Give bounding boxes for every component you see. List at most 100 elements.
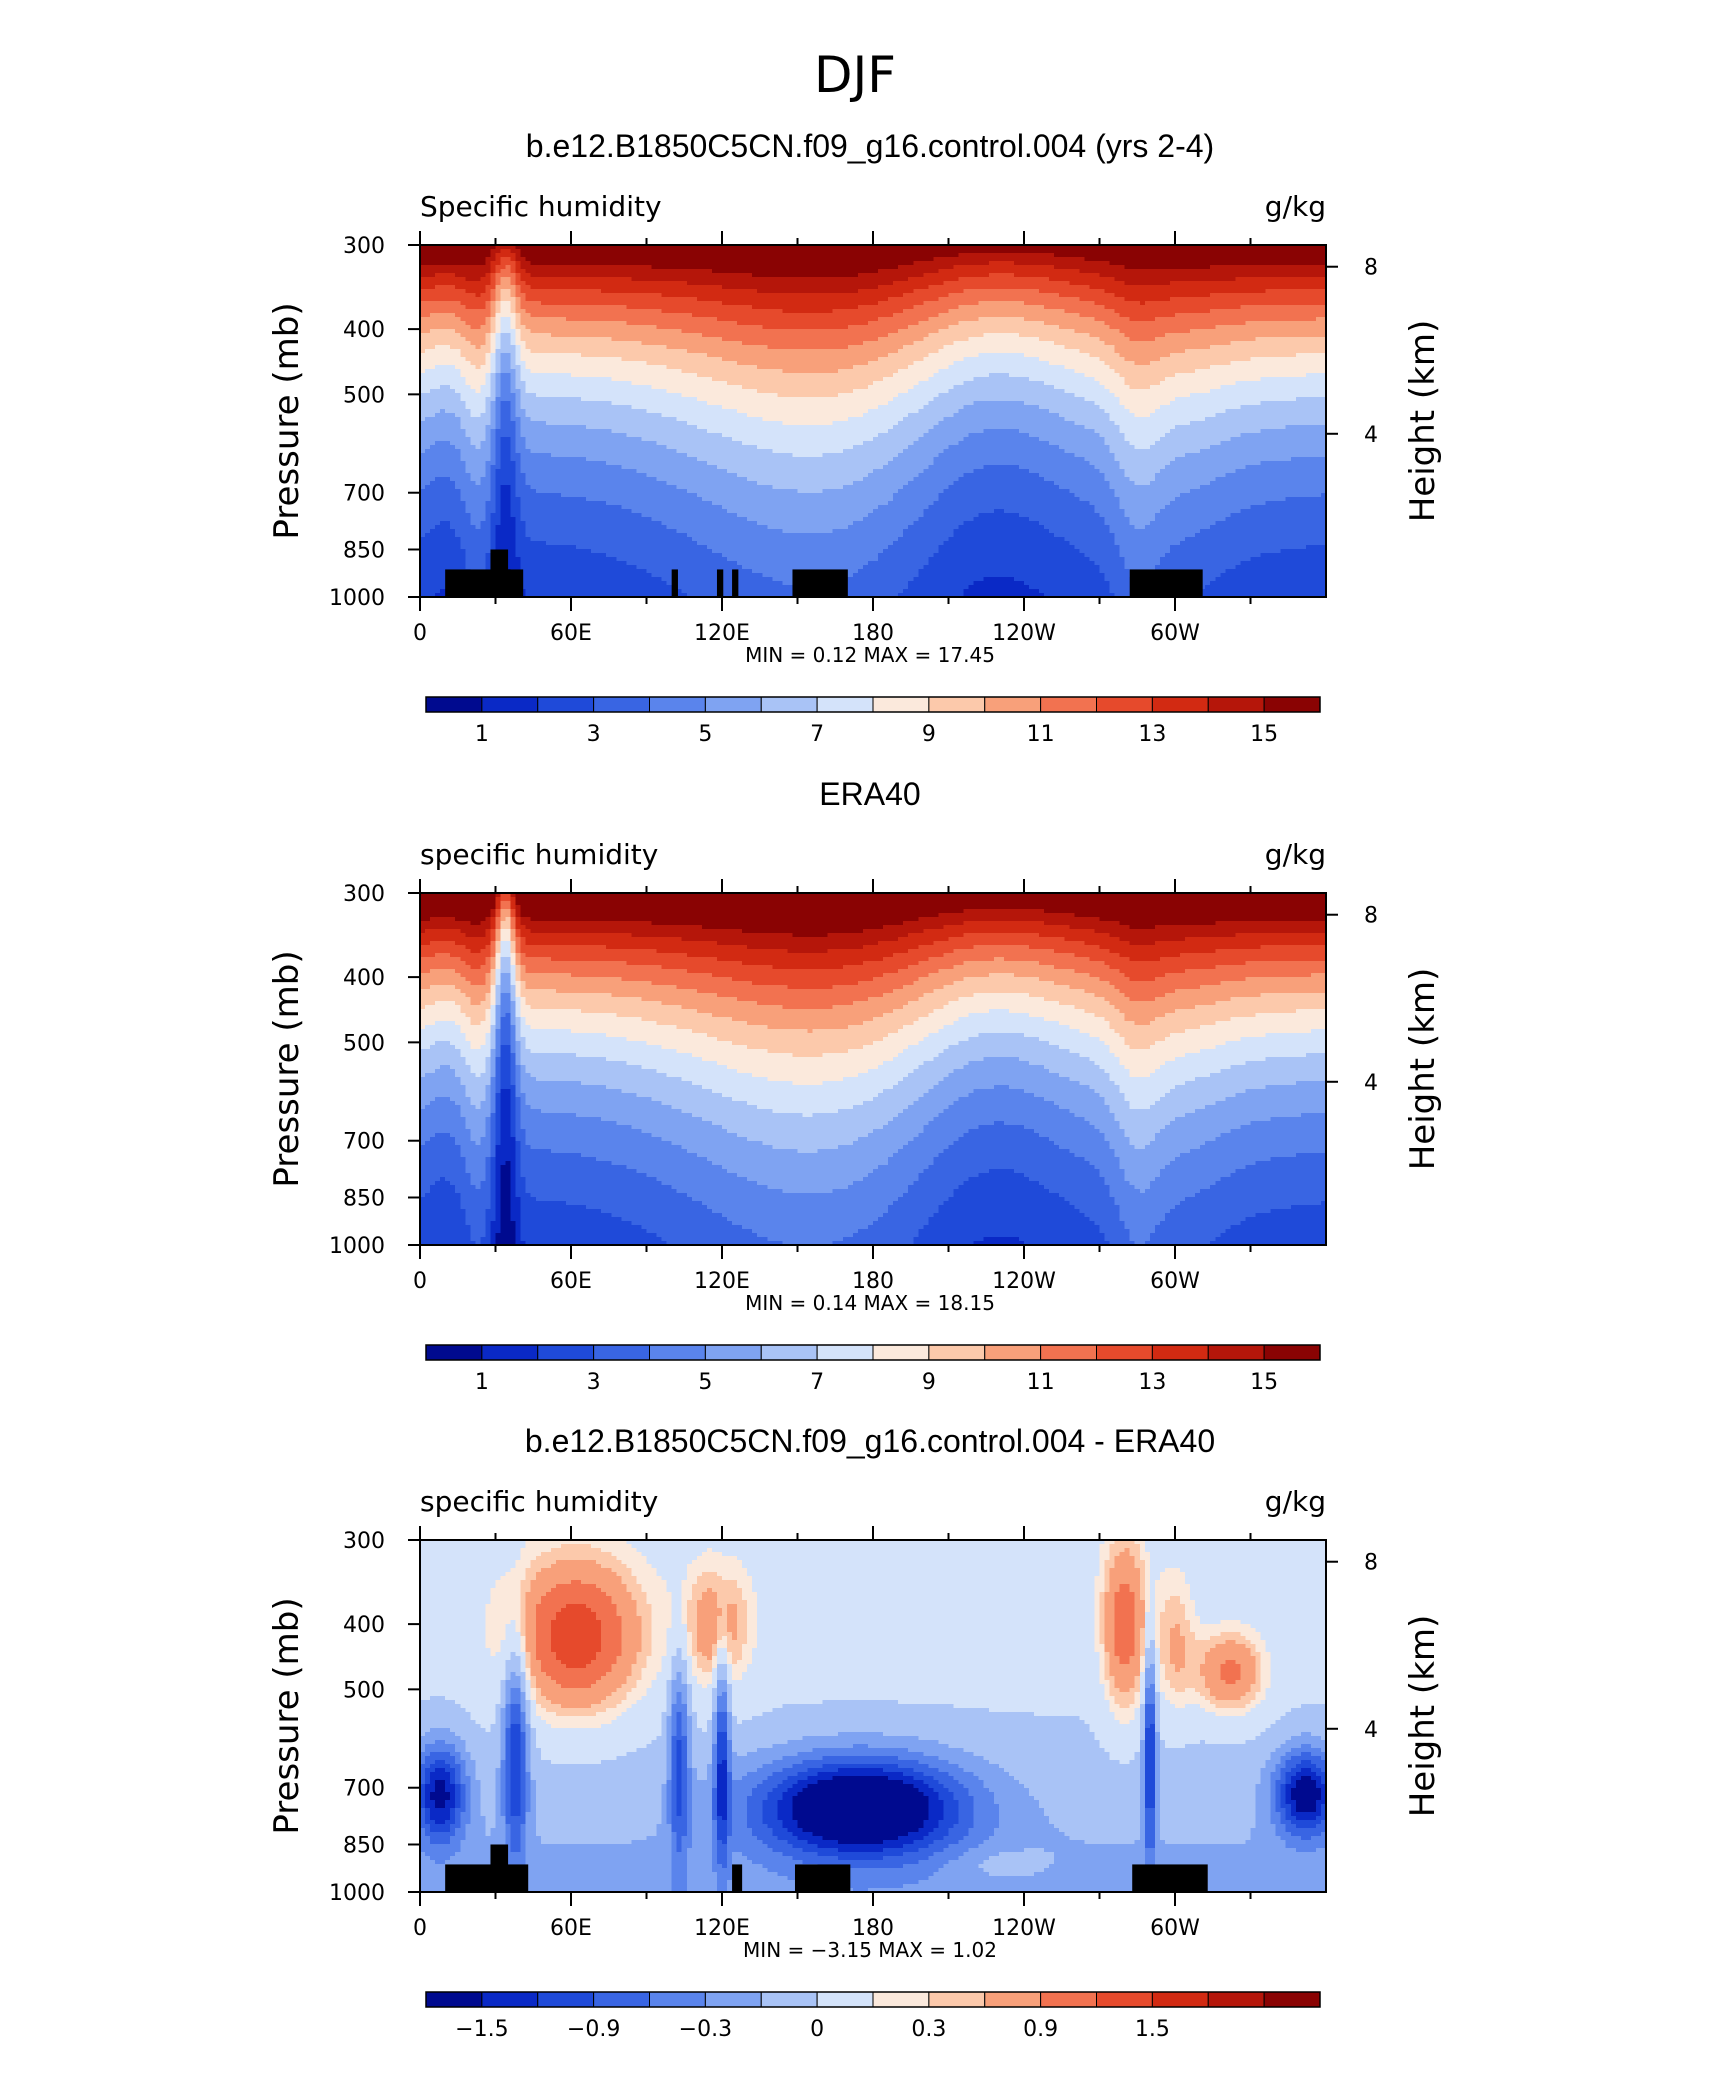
contour-cell xyxy=(565,305,572,322)
contour-cell xyxy=(983,993,990,1014)
contour-cell xyxy=(666,329,673,350)
contour-cell xyxy=(1124,925,1131,942)
contour-cell xyxy=(742,365,748,390)
contour-cell xyxy=(1054,913,1060,926)
contour-cell xyxy=(716,1065,723,1094)
contour-cell xyxy=(1159,357,1166,382)
contour-cell xyxy=(787,989,794,1010)
contour-cell xyxy=(993,893,1000,910)
contour-cell xyxy=(978,1241,985,1246)
contour-cell xyxy=(948,485,955,538)
contour-cell xyxy=(1039,381,1045,410)
contour-cell xyxy=(706,1089,713,1122)
contour-cell xyxy=(535,333,542,354)
contour-cell xyxy=(440,1001,446,1022)
contour-cell xyxy=(591,265,597,278)
contour-cell xyxy=(933,317,940,334)
contour-cell xyxy=(777,1005,783,1030)
contour-cell xyxy=(953,413,960,446)
contour-cell xyxy=(762,893,768,934)
contour-cell xyxy=(953,445,960,482)
contour-cell xyxy=(847,965,854,986)
contour-cell xyxy=(822,1149,829,1194)
contour-cell xyxy=(611,341,617,358)
contour-cell xyxy=(1310,893,1317,922)
contour-cell xyxy=(490,289,497,302)
contour-cell xyxy=(480,265,487,278)
contour-cell xyxy=(545,945,552,958)
contour-cell xyxy=(988,245,995,254)
contour-cell xyxy=(762,525,768,578)
contour-cell xyxy=(1154,1101,1161,1134)
contour-cell xyxy=(656,965,663,986)
contour-cell xyxy=(923,261,929,274)
contour-cell xyxy=(1084,261,1091,274)
contour-cell xyxy=(1275,245,1282,266)
contour-cell xyxy=(435,1021,441,1042)
contour-cell xyxy=(772,529,778,582)
contour-cell xyxy=(601,461,607,502)
contour-cell xyxy=(455,489,461,538)
contour-cell xyxy=(621,341,627,362)
contour-cell xyxy=(928,1089,934,1122)
contour-cell xyxy=(953,293,960,310)
contour-cell xyxy=(1280,921,1287,934)
contour-cell xyxy=(616,405,622,434)
contour-cell xyxy=(681,969,688,990)
contour-cell xyxy=(1079,257,1085,274)
contour-cell xyxy=(1064,985,1070,1006)
contour-cell xyxy=(1144,245,1151,270)
contour-cell xyxy=(420,333,426,354)
contour-cell xyxy=(1074,941,1080,958)
contour-cell xyxy=(686,373,693,398)
contour-cell xyxy=(656,521,663,578)
contour-cell xyxy=(470,389,476,418)
contour-cell xyxy=(978,961,985,978)
contour-cell xyxy=(862,325,869,342)
contour-cell xyxy=(1320,277,1327,290)
contour-cell xyxy=(857,1137,864,1182)
contour-cell xyxy=(873,273,879,290)
contour-cell xyxy=(435,273,441,286)
contour-cell xyxy=(535,1109,542,1150)
contour-cell xyxy=(938,1153,945,1206)
contour-cell xyxy=(948,953,955,970)
contour-cell xyxy=(515,997,522,1018)
contour-cell xyxy=(883,377,889,406)
contour-cell xyxy=(495,1233,502,1246)
contour-cell xyxy=(636,1225,643,1246)
contour-cell xyxy=(465,341,471,362)
contour-cell xyxy=(873,321,879,342)
contour-cell xyxy=(510,953,517,966)
contour-cell xyxy=(1295,305,1302,322)
contour-cell xyxy=(686,925,693,942)
contour-cell xyxy=(993,261,1000,274)
contour-cell xyxy=(425,289,431,302)
contour-cell xyxy=(722,893,728,930)
contour-cell xyxy=(812,533,819,586)
contour-cell xyxy=(1054,969,1060,986)
contour-cell xyxy=(1003,245,1010,254)
contour-cell xyxy=(923,929,929,946)
land-mask xyxy=(792,569,848,597)
contour-cell xyxy=(817,937,824,954)
contour-cell xyxy=(515,389,522,418)
contour-cell xyxy=(495,929,502,942)
contour-cell xyxy=(440,441,446,478)
contour-cell xyxy=(485,425,492,462)
contour-cell xyxy=(440,329,446,346)
contour-cell xyxy=(1094,433,1101,470)
contour-cell xyxy=(1235,469,1242,514)
contour-cell xyxy=(1220,937,1226,950)
contour-cell xyxy=(722,945,728,962)
contour-cell xyxy=(691,1085,698,1118)
contour-cell xyxy=(832,1241,839,1246)
contour-cell xyxy=(460,429,466,462)
contour-cell xyxy=(1039,477,1045,526)
contour-cell xyxy=(691,925,698,942)
contour-cell xyxy=(1034,253,1040,266)
contour-cell xyxy=(747,481,753,522)
contour-cell xyxy=(1029,949,1035,962)
contour-cell xyxy=(1305,933,1312,946)
contour-cell xyxy=(1180,457,1186,494)
